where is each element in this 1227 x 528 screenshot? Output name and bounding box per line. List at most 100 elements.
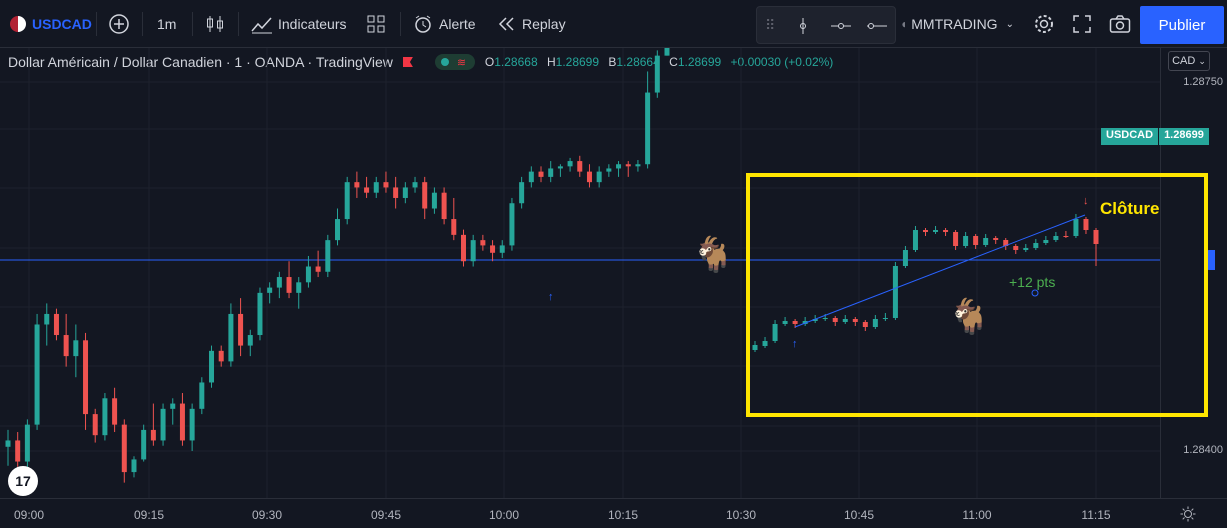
candle-body — [73, 340, 79, 357]
candle-body — [782, 321, 788, 324]
candle-body — [383, 182, 389, 188]
toolbar-divider — [142, 12, 143, 36]
indicators-button[interactable]: Indicateurs — [251, 0, 346, 48]
indicators-label: Indicateurs — [278, 16, 347, 32]
settings-button[interactable] — [1033, 0, 1055, 48]
vertical-line-icon[interactable] — [793, 16, 813, 36]
time-tick: 09:30 — [251, 508, 283, 522]
templates-button[interactable] — [367, 0, 385, 48]
compare-button[interactable] — [108, 0, 130, 48]
open-key: O — [484, 55, 495, 69]
candle-body — [150, 429, 156, 441]
time-tick: 11:15 — [1081, 508, 1111, 522]
interval-button[interactable]: 1m — [157, 0, 176, 48]
market-status-badge[interactable]: ≋ — [434, 54, 475, 70]
chart-type-button[interactable] — [205, 0, 225, 48]
low-key: B — [608, 55, 617, 69]
layout-button[interactable]: ◖ MMTRADING ⌄ — [900, 0, 1014, 48]
replay-label: Replay — [522, 16, 566, 32]
time-tick: 09:45 — [370, 508, 402, 522]
time-tick: 10:00 — [488, 508, 520, 522]
candle-body — [1023, 248, 1029, 250]
candle-body — [664, 48, 670, 56]
candle-body — [509, 203, 515, 246]
candle-body — [1083, 219, 1089, 230]
candle-body — [812, 319, 818, 321]
candle-body — [83, 340, 89, 415]
drawing-floating-toolbar[interactable]: ⠿ — [756, 6, 896, 44]
candle-body — [625, 164, 631, 167]
candle-body — [112, 398, 118, 425]
candle-body — [822, 318, 828, 319]
candle-body — [441, 192, 447, 220]
fullscreen-button[interactable] — [1072, 0, 1092, 48]
chevron-down-icon: ⌄ — [1005, 18, 1014, 30]
high-value: 1.28699 — [555, 55, 600, 69]
chart-legend: Dollar Américain / Dollar Canadien · 1 ·… — [8, 52, 839, 72]
candles-icon — [207, 16, 223, 32]
candle-body — [218, 350, 224, 362]
high-key: H — [546, 55, 556, 69]
price-tick: 1.28400 — [1183, 444, 1223, 456]
horizontal-ray-icon[interactable] — [829, 16, 853, 36]
candle-body — [654, 55, 660, 93]
flag-marker-icon — [402, 57, 413, 67]
time-tick: 10:15 — [607, 508, 639, 522]
candle-body — [480, 240, 486, 246]
top-toolbar: USDCAD 1m Indicateurs Alerte Replay ⠿ ◖ … — [0, 0, 1227, 48]
candle-body — [422, 182, 428, 209]
time-tick: 10:30 — [725, 508, 757, 522]
candle-body — [238, 313, 244, 346]
close-annotation: Clôture — [1100, 199, 1160, 218]
arrow-down-marker: ↓ — [1083, 195, 1089, 207]
replay-button[interactable]: Replay — [498, 0, 566, 48]
close-key: C — [669, 55, 678, 69]
alert-button[interactable]: Alerte — [413, 0, 476, 48]
candle-body — [228, 313, 234, 362]
tradingview-logo-icon[interactable]: 17 — [8, 466, 38, 496]
instrument-title: Dollar Américain / Dollar Canadien · 1 ·… — [8, 54, 393, 70]
settings-sun-icon[interactable] — [1180, 506, 1196, 522]
toolbar-divider — [400, 12, 401, 36]
candle-body — [923, 230, 928, 232]
symbol-search[interactable]: USDCAD — [10, 0, 92, 48]
candle-body — [943, 230, 949, 232]
candle-body — [34, 324, 40, 425]
candle-body — [538, 171, 544, 177]
publish-button[interactable]: Publier — [1140, 6, 1224, 44]
drag-handle-icon[interactable]: ⠿ — [765, 17, 776, 33]
candle-body — [189, 408, 195, 441]
templates-icon — [367, 15, 385, 33]
candle-body — [762, 341, 768, 346]
time-tick: 09:15 — [133, 508, 165, 522]
time-tick: 09:00 — [13, 508, 45, 522]
candle-body — [470, 240, 476, 262]
screenshot-button[interactable] — [1109, 0, 1131, 48]
price-chart[interactable]: ↑ ↑ ↓ — [0, 48, 1160, 498]
highlight-box — [746, 173, 1208, 417]
candle-body — [557, 166, 563, 169]
candle-body — [912, 230, 918, 250]
candle-body — [53, 313, 59, 336]
toolbar-divider — [238, 12, 239, 36]
price-axis[interactable]: 1.28750 1.28400 — [1160, 48, 1227, 498]
ohlc-values: O1.28668 H1.28699 B1.28664 C1.28699 +0.0… — [485, 55, 839, 69]
candle-body — [1093, 230, 1099, 244]
camera-icon — [1109, 15, 1131, 33]
candle-body — [209, 350, 215, 383]
candle-body — [364, 187, 370, 193]
currency-selector[interactable]: CAD ⌄ — [1168, 51, 1210, 71]
candle-body — [1063, 236, 1069, 237]
candle-body — [792, 321, 798, 324]
candle-body — [577, 161, 583, 172]
publish-label: Publier — [1158, 16, 1206, 34]
candle-body — [802, 321, 808, 324]
candle-body — [257, 292, 263, 336]
candle-body — [882, 318, 888, 319]
candle-body — [402, 187, 408, 198]
horizontal-line-icon[interactable] — [865, 16, 889, 36]
time-axis[interactable]: 09:00 09:15 09:30 09:45 10:00 10:15 10:3… — [0, 498, 1227, 528]
replay-icon — [498, 17, 514, 31]
last-price-value: 1.28699 — [1159, 128, 1209, 145]
goat-emoji: 🐐 — [948, 298, 991, 336]
